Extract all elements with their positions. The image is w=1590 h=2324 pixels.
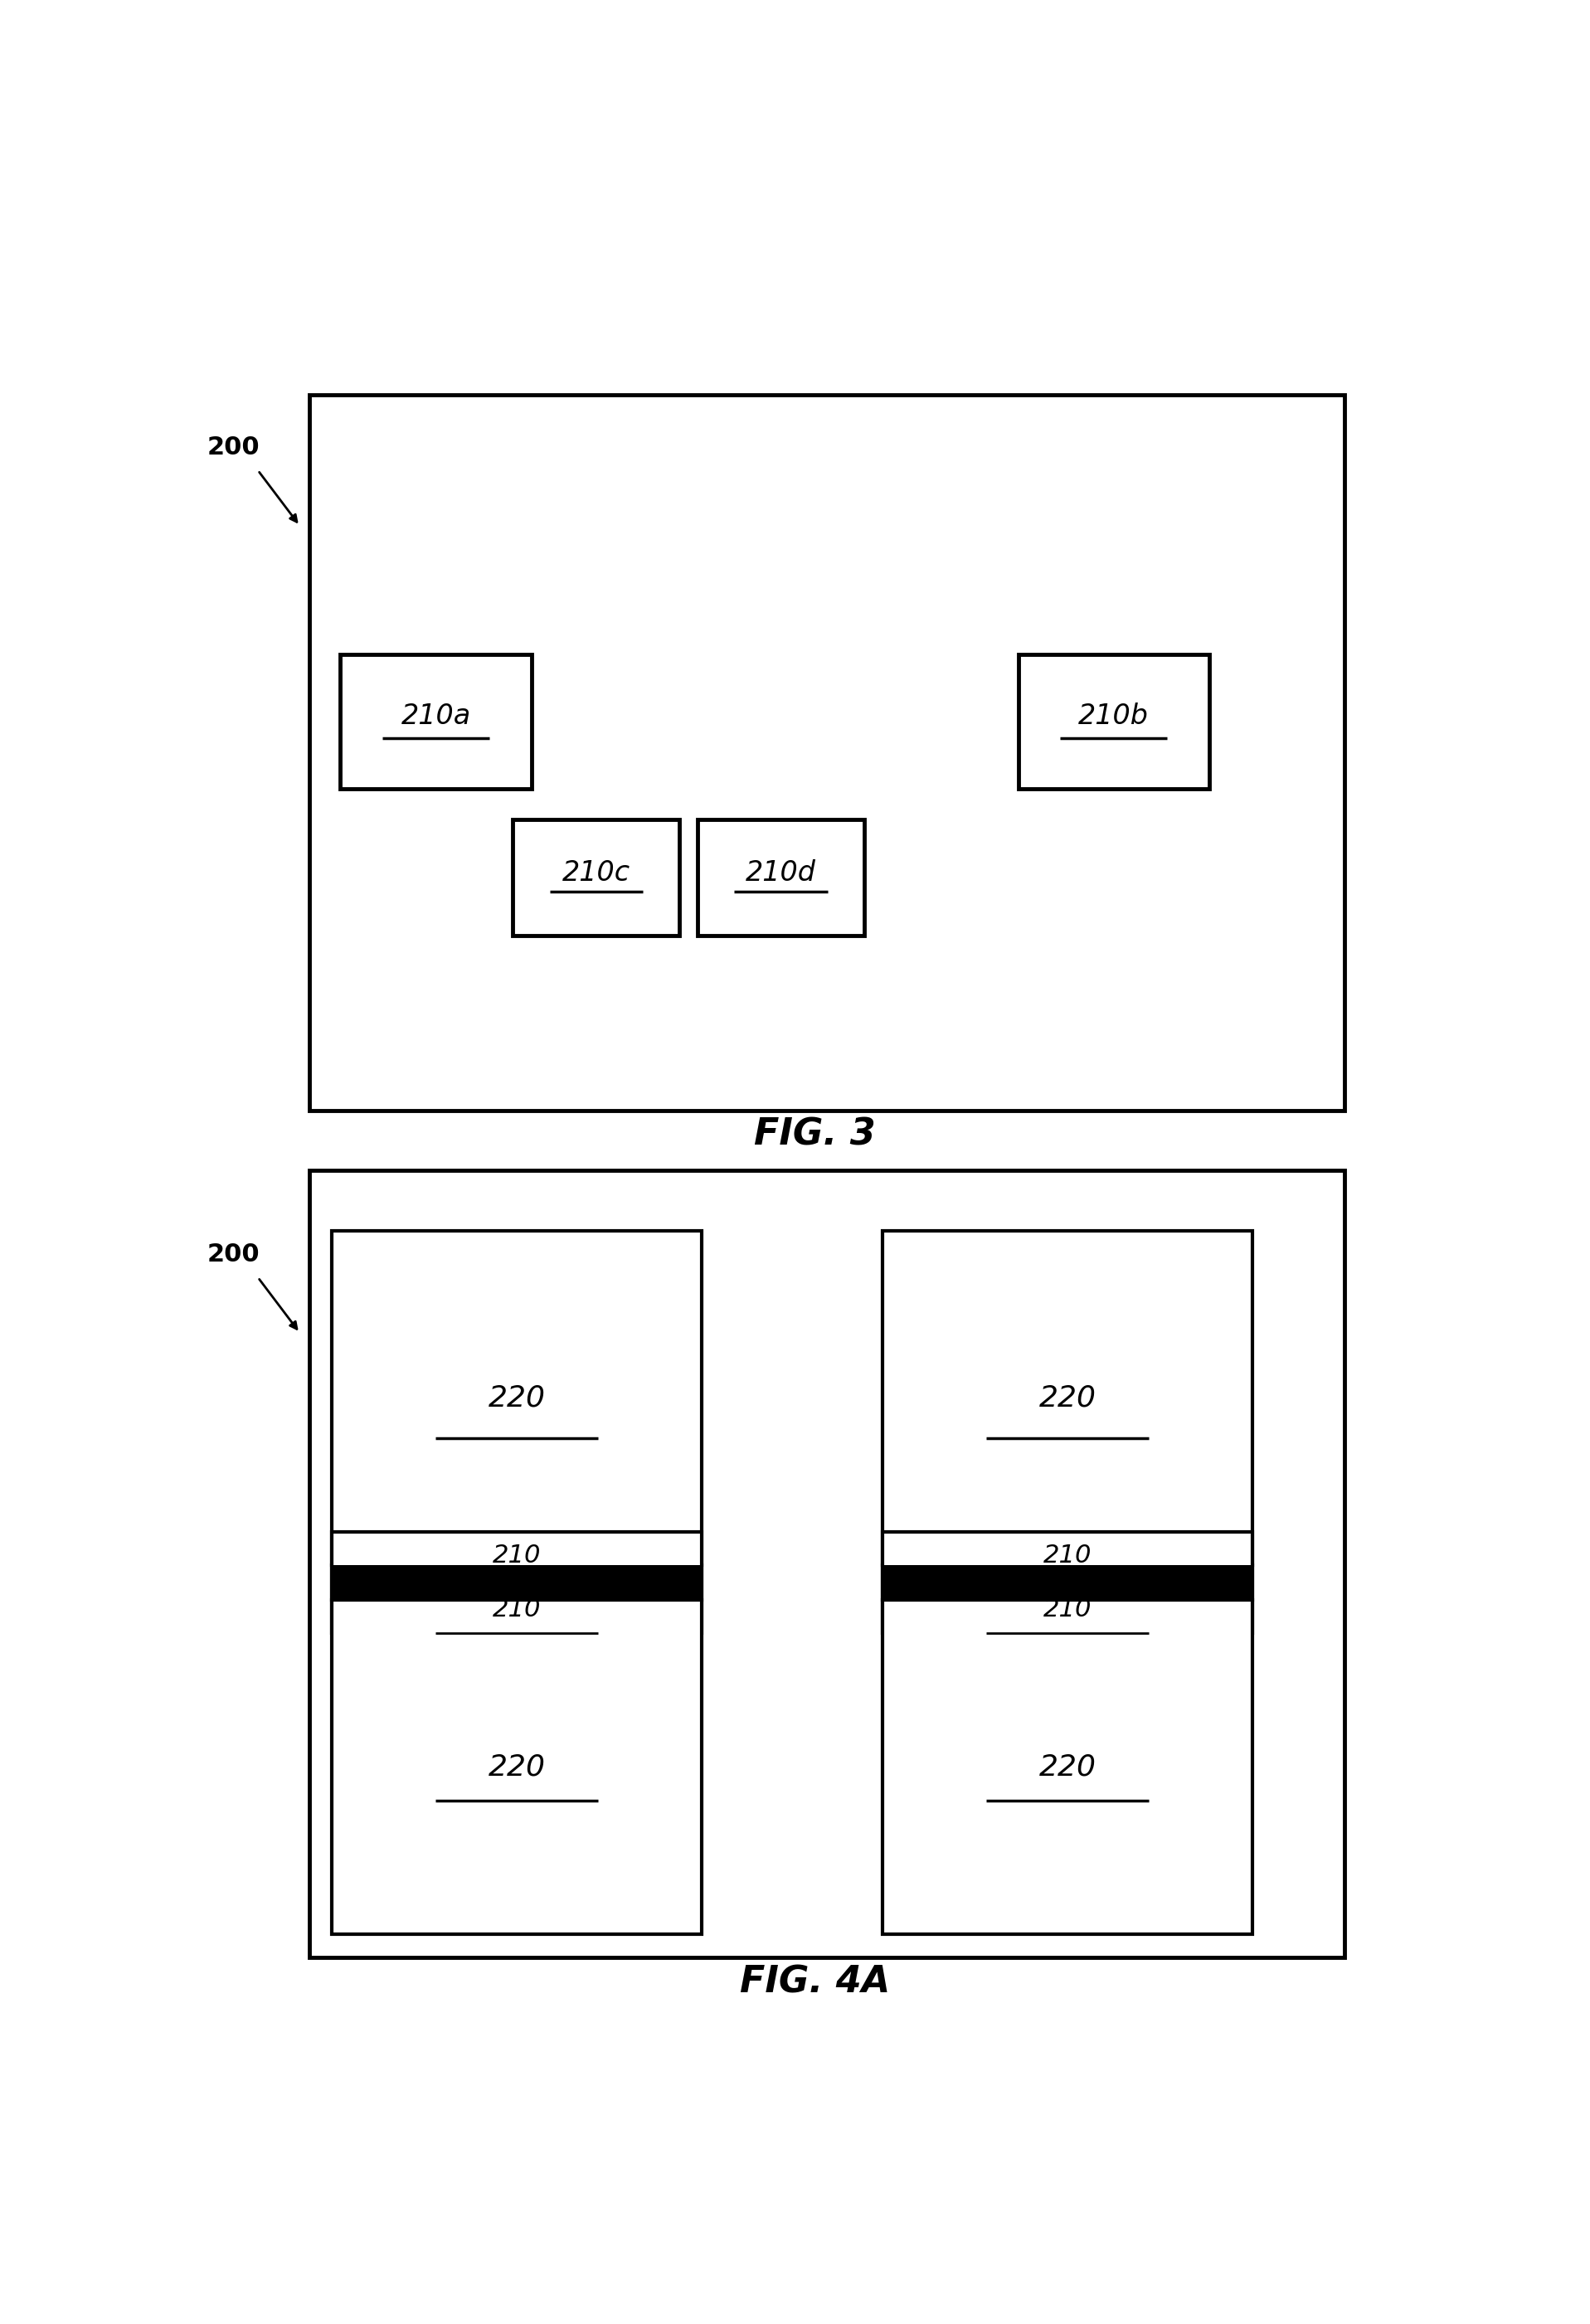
Text: 210b: 210b bbox=[1078, 702, 1150, 730]
Bar bbox=[882, 1599, 1253, 1934]
Text: 220: 220 bbox=[1038, 1752, 1096, 1780]
Text: 210: 210 bbox=[493, 1543, 541, 1566]
Text: 210c: 210c bbox=[563, 860, 630, 885]
Text: 220: 220 bbox=[488, 1752, 545, 1780]
Text: FIG. 4A: FIG. 4A bbox=[739, 1964, 890, 2001]
Bar bbox=[332, 1532, 701, 1599]
Bar bbox=[882, 1532, 1253, 1599]
Text: 220: 220 bbox=[1038, 1383, 1096, 1413]
Bar bbox=[332, 1232, 701, 1564]
Text: 220: 220 bbox=[488, 1383, 545, 1413]
Text: 210d: 210d bbox=[746, 860, 816, 885]
Bar bbox=[1018, 655, 1210, 788]
Bar bbox=[310, 1169, 1345, 1957]
Text: 210a: 210a bbox=[401, 702, 471, 730]
Bar bbox=[698, 820, 865, 937]
Bar bbox=[310, 395, 1345, 1111]
Bar bbox=[514, 820, 679, 937]
Text: FIG. 3: FIG. 3 bbox=[754, 1116, 876, 1153]
Bar bbox=[332, 1599, 701, 1934]
Text: 210: 210 bbox=[1043, 1543, 1092, 1566]
Bar bbox=[882, 1232, 1253, 1564]
Bar bbox=[882, 1564, 1253, 1634]
Text: 210: 210 bbox=[493, 1597, 541, 1622]
Bar bbox=[882, 1564, 1253, 1587]
Text: 210: 210 bbox=[1043, 1597, 1092, 1622]
Bar bbox=[340, 655, 531, 788]
Bar bbox=[882, 1578, 1253, 1599]
Bar bbox=[332, 1578, 701, 1599]
Bar bbox=[332, 1564, 701, 1634]
Bar bbox=[332, 1564, 701, 1587]
Text: 200: 200 bbox=[207, 1241, 259, 1267]
Text: 200: 200 bbox=[207, 435, 259, 460]
